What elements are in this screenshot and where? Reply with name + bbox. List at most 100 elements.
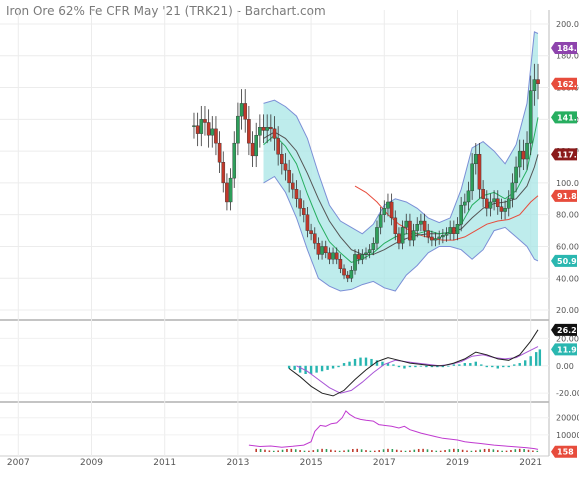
candle-body [441, 235, 445, 238]
macd-y-tick-label: 0.00 [556, 362, 574, 371]
volume-bar [330, 449, 332, 452]
volume-bar [523, 449, 525, 452]
candle-body [232, 142, 237, 179]
macd-histogram-bar [458, 364, 461, 366]
volume-bar [457, 449, 460, 452]
candle-body [199, 119, 204, 134]
candle-body [356, 254, 361, 260]
macd-histogram-bar [502, 365, 505, 368]
volume-bar [343, 450, 345, 452]
x-tick-label: 2011 [153, 458, 176, 468]
price-label-text: 184.90 [557, 44, 579, 53]
volume-bar [488, 448, 490, 452]
candle-body [334, 252, 339, 260]
volume-bar [290, 448, 293, 452]
x-tick-label: 2009 [80, 458, 103, 468]
candle-body [349, 270, 354, 279]
price-label-bg [551, 77, 577, 90]
candle-body [239, 103, 244, 117]
candle-body [258, 127, 262, 136]
volume-label-text: 158 [557, 448, 574, 457]
volume-bar [404, 450, 407, 452]
volume-bar [466, 450, 468, 452]
volume-label: 158 [551, 445, 577, 458]
macd-histogram-bar [293, 365, 296, 370]
volume-bar [435, 450, 438, 452]
volume-bar [352, 448, 354, 452]
candle-body [309, 230, 313, 234]
macd-histogram-group [287, 349, 542, 374]
price-label: 162.34 [551, 77, 579, 90]
candle-body [474, 154, 478, 165]
macd-y-tick-label: 20.00 [556, 334, 579, 343]
candle-body [203, 119, 207, 123]
volume-label-bg [551, 445, 577, 458]
price-y-tick-label: 200.00 [556, 20, 579, 29]
macd-label-text: 26.28 [557, 326, 579, 335]
candle-body [210, 128, 215, 136]
price-label: 184.90 [551, 41, 579, 54]
candle-body [305, 214, 310, 231]
volume-bar [439, 450, 442, 452]
volume-bar [334, 450, 337, 452]
price-label-text: 162.34 [557, 80, 579, 89]
macd-histogram-bar [496, 365, 499, 369]
bollinger-band-fill [263, 31, 538, 292]
candle-body [221, 162, 226, 184]
x-tick-label: 2021 [519, 458, 542, 468]
candle-body [430, 236, 434, 241]
candle-body [484, 198, 489, 209]
candle-body [291, 182, 295, 190]
x-tick-label: 2013 [226, 458, 249, 468]
volume-bar [272, 450, 275, 452]
volume-bar [444, 450, 446, 452]
candle-body [470, 163, 474, 192]
macd-histogram-bar [518, 363, 521, 366]
macd-histogram-bar [353, 358, 357, 366]
volume-bar [299, 450, 301, 452]
volume-bar [259, 448, 262, 452]
macd-label-text: 11.99 [557, 345, 579, 354]
macd-histogram-bar [447, 365, 450, 367]
candle-body [400, 227, 405, 244]
price-label-text: 91.86 [557, 192, 579, 201]
macd-histogram-bar [320, 365, 324, 372]
volume-bar [277, 450, 279, 452]
macd-histogram-bar [381, 361, 384, 366]
candle-body [422, 220, 427, 231]
candle-body [206, 122, 211, 136]
macd-histogram-bar [414, 365, 417, 368]
macd-histogram-bar [507, 365, 510, 368]
price-y-tick-label: 40.00 [556, 274, 579, 283]
candle-body [228, 177, 233, 203]
macd-label-bg [551, 343, 577, 356]
volume-bar [378, 450, 380, 452]
macd-histogram-bar [430, 365, 434, 368]
candle-body [459, 204, 463, 225]
price-label: 141.19 [551, 111, 579, 124]
candle-body [492, 198, 496, 203]
candle-body [514, 166, 518, 184]
candle-body [243, 103, 248, 120]
candle-body [367, 249, 372, 254]
volume-bar [483, 448, 486, 452]
price-label-text: 50.93 [557, 257, 579, 266]
candle-body [411, 230, 416, 241]
candle-body [294, 189, 299, 199]
candle-body [506, 198, 511, 209]
price-label-bg [551, 189, 577, 202]
macd-label: 26.28 [551, 323, 579, 336]
candle-body [503, 208, 507, 212]
macd-histogram-bar [315, 365, 318, 373]
volume-y-tick-label: 20000 [556, 414, 579, 423]
moving-average-long-line [354, 185, 539, 241]
macd-histogram-bar [491, 365, 494, 368]
volume-bar [453, 448, 455, 452]
candle-body [389, 201, 394, 219]
candle-body [536, 79, 540, 85]
macd-histogram-bar [469, 363, 472, 366]
volume-bar [356, 448, 359, 452]
macd-label: 11.99 [551, 343, 579, 356]
candle-body [510, 182, 515, 199]
macd-line [288, 329, 539, 397]
